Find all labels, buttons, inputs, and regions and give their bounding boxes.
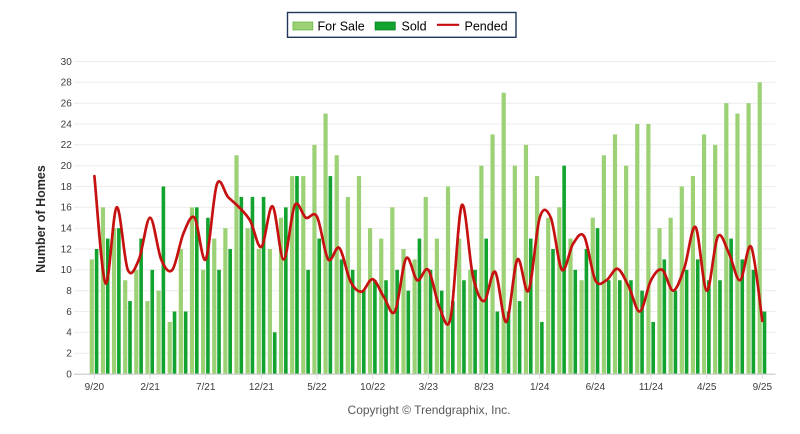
- svg-text:6/24: 6/24: [586, 382, 606, 393]
- svg-text:10: 10: [61, 265, 73, 276]
- svg-text:12/21: 12/21: [249, 382, 274, 393]
- svg-text:9/20: 9/20: [85, 382, 105, 393]
- svg-text:26: 26: [61, 99, 73, 110]
- svg-text:2: 2: [66, 349, 72, 360]
- svg-text:10/22: 10/22: [360, 382, 385, 393]
- svg-text:8/23: 8/23: [474, 382, 494, 393]
- svg-text:0: 0: [66, 369, 72, 380]
- svg-text:4: 4: [66, 328, 72, 339]
- svg-text:30: 30: [61, 57, 73, 68]
- svg-text:3/23: 3/23: [419, 382, 439, 393]
- svg-text:8: 8: [66, 286, 72, 297]
- svg-text:22: 22: [61, 140, 73, 151]
- svg-text:7/21: 7/21: [196, 382, 216, 393]
- svg-text:6: 6: [66, 307, 72, 318]
- svg-text:5/22: 5/22: [307, 382, 327, 393]
- svg-text:9/25: 9/25: [753, 382, 773, 393]
- svg-text:1/24: 1/24: [530, 382, 550, 393]
- svg-text:16: 16: [61, 203, 73, 214]
- svg-text:4/25: 4/25: [697, 382, 717, 393]
- svg-text:28: 28: [61, 78, 73, 89]
- svg-text:For Sale: For Sale: [318, 20, 365, 34]
- svg-text:Sold: Sold: [402, 20, 427, 34]
- svg-text:14: 14: [61, 224, 73, 235]
- svg-text:Pended: Pended: [465, 20, 508, 34]
- svg-text:20: 20: [61, 161, 73, 172]
- svg-text:Copyright © Trendgraphix, Inc.: Copyright © Trendgraphix, Inc.: [348, 403, 511, 417]
- svg-text:12: 12: [61, 244, 73, 255]
- svg-text:18: 18: [61, 182, 73, 193]
- svg-text:Number of Homes: Number of Homes: [34, 165, 48, 273]
- svg-text:24: 24: [61, 119, 73, 130]
- svg-text:11/24: 11/24: [639, 382, 664, 393]
- svg-text:2/21: 2/21: [140, 382, 160, 393]
